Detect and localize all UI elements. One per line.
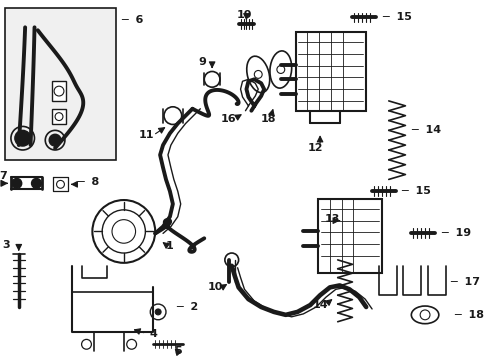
Circle shape [31, 179, 41, 188]
Text: ─  18: ─ 18 [453, 310, 484, 320]
Text: 16: 16 [221, 113, 236, 123]
Text: 1: 1 [166, 241, 173, 251]
Circle shape [49, 134, 61, 146]
Bar [318, 199, 381, 273]
Text: 18: 18 [260, 113, 275, 123]
Text: ─  19: ─ 19 [440, 228, 470, 238]
Text: 19: 19 [236, 10, 252, 19]
Text: 13: 13 [325, 214, 340, 224]
Text: 11: 11 [138, 130, 154, 140]
Ellipse shape [246, 56, 269, 93]
Text: ─  6: ─ 6 [121, 15, 143, 26]
Text: ─  15: ─ 15 [401, 186, 430, 196]
Text: 12: 12 [307, 143, 322, 153]
Ellipse shape [410, 306, 438, 324]
Text: ─  14: ─ 14 [410, 125, 441, 135]
Ellipse shape [269, 51, 291, 88]
Circle shape [155, 309, 161, 315]
Text: ─  2: ─ 2 [176, 302, 198, 312]
Bar [52, 81, 66, 101]
Text: ─  8: ─ 8 [77, 177, 99, 187]
Text: 9: 9 [198, 57, 206, 67]
Text: 7: 7 [0, 171, 7, 181]
Circle shape [12, 179, 21, 188]
Text: ─  17: ─ 17 [449, 278, 480, 288]
Text: ─  15: ─ 15 [381, 13, 411, 22]
Text: 14: 14 [312, 300, 327, 310]
Bar [5, 8, 116, 160]
Bar [52, 109, 66, 125]
Bar [295, 32, 366, 111]
Text: 5: 5 [174, 346, 181, 356]
Text: 3: 3 [2, 240, 10, 250]
Text: 4: 4 [149, 329, 157, 339]
Text: 10: 10 [207, 282, 223, 292]
Circle shape [15, 130, 30, 146]
